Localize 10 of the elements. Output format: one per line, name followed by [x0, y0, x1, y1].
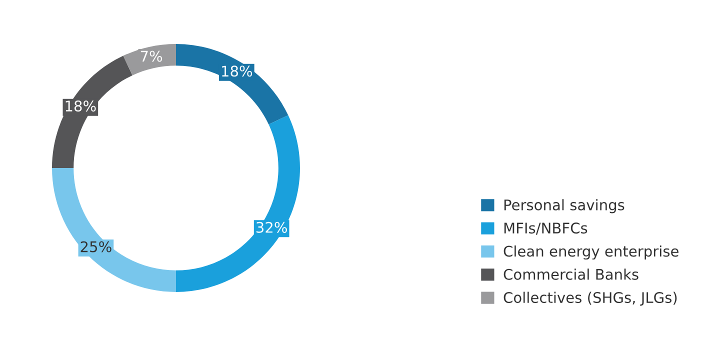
data-label: 18% [222, 66, 252, 77]
data-label: 25% [80, 241, 112, 252]
data-label: 32% [256, 222, 287, 233]
legend-label: MFIs/NBFCs [504, 222, 588, 235]
legend-label: Commercial Banks [504, 268, 638, 280]
legend-label: Collectives (SHGs, JLGs) [504, 292, 677, 306]
legend-label: Personal savings [504, 199, 624, 214]
data-label: 18% [66, 100, 96, 112]
data-label: 7% [140, 50, 162, 62]
legend-label: Clean energy enterprise [504, 245, 678, 260]
